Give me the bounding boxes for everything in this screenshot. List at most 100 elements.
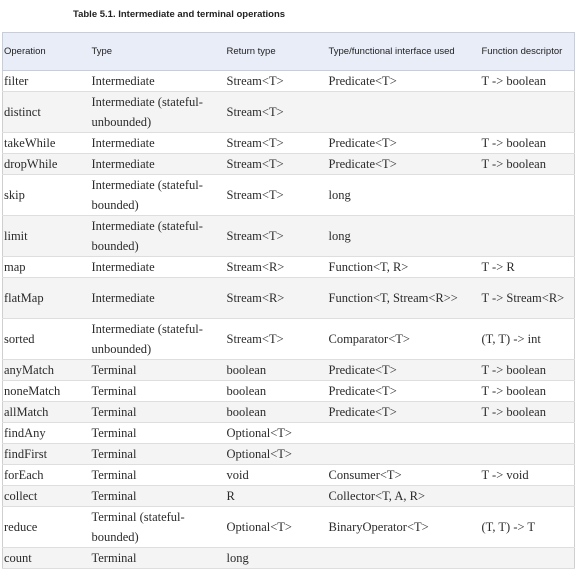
cell-return-type: boolean	[225, 359, 328, 381]
cell-operation: collect	[2, 485, 91, 507]
cell-type: Intermediate	[90, 132, 226, 154]
cell-descriptor: T -> boolean	[480, 153, 575, 175]
table-row: anyMatch Terminal boolean Predicate<T> T -> …	[2, 359, 575, 381]
table-row: flatMap Intermediate Stream<R> Function<T, …	[2, 277, 575, 319]
table-row: forEach Terminal void Consumer<T> T -> void	[2, 464, 575, 486]
cell-return-type: Stream<T>	[225, 215, 328, 257]
cell-type: Terminal	[90, 464, 226, 486]
cell-return-type: Stream<T>	[225, 132, 328, 154]
cell-type: Terminal	[90, 485, 226, 507]
cell-return-type: Optional<T>	[225, 506, 328, 548]
cell-operation: skip	[2, 174, 91, 216]
table-row: filter Intermediate Stream<T> Predicate<T> T…	[2, 70, 575, 92]
cell-return-type: Optional<T>	[225, 422, 328, 444]
table-row: reduce Terminal (stateful-bounded) Optiona…	[2, 506, 575, 548]
cell-interface: Predicate<T>	[327, 132, 481, 154]
cell-operation: anyMatch	[2, 359, 91, 381]
cell-type: Terminal	[90, 359, 226, 381]
cell-descriptor: T -> Stream<R>	[480, 277, 575, 319]
cell-interface: Predicate<T>	[327, 359, 481, 381]
cell-return-type: boolean	[225, 380, 328, 402]
cell-return-type: Stream<R>	[225, 256, 328, 278]
cell-type: Intermediate (stateful-bounded)	[90, 215, 226, 257]
operations-table: Operation Type Return type Type/function…	[2, 32, 575, 569]
cell-return-type: Stream<T>	[225, 70, 328, 92]
header-type: Type	[90, 32, 226, 71]
cell-operation: takeWhile	[2, 132, 91, 154]
cell-operation: sorted	[2, 318, 91, 360]
cell-operation: allMatch	[2, 401, 91, 423]
cell-return-type: Optional<T>	[225, 443, 328, 465]
cell-descriptor	[480, 174, 575, 216]
cell-operation: findAny	[2, 422, 91, 444]
cell-type: Terminal	[90, 443, 226, 465]
table-row: findAny Terminal Optional<T>	[2, 422, 575, 444]
cell-return-type: Stream<T>	[225, 91, 328, 133]
cell-type: Terminal (stateful-bounded)	[90, 506, 226, 548]
cell-descriptor: (T, T) -> int	[480, 318, 575, 360]
cell-interface: Comparator<T>	[327, 318, 481, 360]
cell-type: Intermediate (stateful-bounded)	[90, 174, 226, 216]
cell-interface: long	[327, 215, 481, 257]
table-row: sorted Intermediate (stateful-unbounded) S…	[2, 318, 575, 360]
cell-descriptor	[480, 91, 575, 133]
cell-type: Terminal	[90, 401, 226, 423]
cell-type: Terminal	[90, 422, 226, 444]
cell-descriptor: T -> void	[480, 464, 575, 486]
cell-return-type: Stream<R>	[225, 277, 328, 319]
cell-operation: reduce	[2, 506, 91, 548]
table-row: skip Intermediate (stateful-bounded) Strea…	[2, 174, 575, 216]
cell-interface	[327, 422, 481, 444]
cell-type: Intermediate	[90, 277, 226, 319]
cell-operation: limit	[2, 215, 91, 257]
cell-descriptor: T -> boolean	[480, 359, 575, 381]
cell-return-type: Stream<T>	[225, 153, 328, 175]
cell-return-type: long	[225, 547, 328, 569]
cell-descriptor	[480, 215, 575, 257]
cell-type: Intermediate	[90, 153, 226, 175]
header-return-type: Return type	[225, 32, 328, 71]
cell-interface: Function<T, R>	[327, 256, 481, 278]
cell-interface: Predicate<T>	[327, 401, 481, 423]
cell-return-type: Stream<T>	[225, 174, 328, 216]
cell-interface: Function<T, Stream<R>>	[327, 277, 481, 319]
cell-type: Intermediate	[90, 70, 226, 92]
cell-return-type: Stream<T>	[225, 318, 328, 360]
cell-return-type: boolean	[225, 401, 328, 423]
table-row: count Terminal long	[2, 547, 575, 569]
table-body: filter Intermediate Stream<T> Predicate<T> T…	[2, 70, 575, 569]
cell-descriptor	[480, 547, 575, 569]
cell-return-type: R	[225, 485, 328, 507]
cell-descriptor: T -> boolean	[480, 380, 575, 402]
cell-descriptor: T -> boolean	[480, 70, 575, 92]
header-operation: Operation	[2, 32, 91, 71]
cell-operation: distinct	[2, 91, 91, 133]
cell-descriptor	[480, 485, 575, 507]
cell-operation: count	[2, 547, 91, 569]
table-row: takeWhile Intermediate Stream<T> Predicate<…	[2, 132, 575, 154]
cell-type: Intermediate	[90, 256, 226, 278]
table-row: allMatch Terminal boolean Predicate<T> T -> …	[2, 401, 575, 423]
cell-operation: filter	[2, 70, 91, 92]
table-row: noneMatch Terminal boolean Predicate<T> T ->…	[2, 380, 575, 402]
cell-operation: dropWhile	[2, 153, 91, 175]
header-descriptor: Function descriptor	[480, 32, 575, 71]
table-row: limit Intermediate (stateful-bounded) Stre…	[2, 215, 575, 257]
header-interface: Type/functional interface used	[327, 32, 481, 71]
table-caption: Table 5.1. Intermediate and terminal ope…	[73, 9, 286, 20]
table-header: Operation Type Return type Type/function…	[2, 32, 575, 71]
cell-return-type: void	[225, 464, 328, 486]
cell-type: Terminal	[90, 547, 226, 569]
cell-interface: Consumer<T>	[327, 464, 481, 486]
cell-operation: noneMatch	[2, 380, 91, 402]
cell-descriptor	[480, 443, 575, 465]
cell-interface	[327, 547, 481, 569]
cell-interface: long	[327, 174, 481, 216]
table-row: map Intermediate Stream<R> Function<T, R> T …	[2, 256, 575, 278]
cell-descriptor: T -> boolean	[480, 401, 575, 423]
cell-interface: Predicate<T>	[327, 380, 481, 402]
cell-type: Intermediate (stateful-unbounded)	[90, 318, 226, 360]
cell-interface	[327, 443, 481, 465]
cell-operation: findFirst	[2, 443, 91, 465]
